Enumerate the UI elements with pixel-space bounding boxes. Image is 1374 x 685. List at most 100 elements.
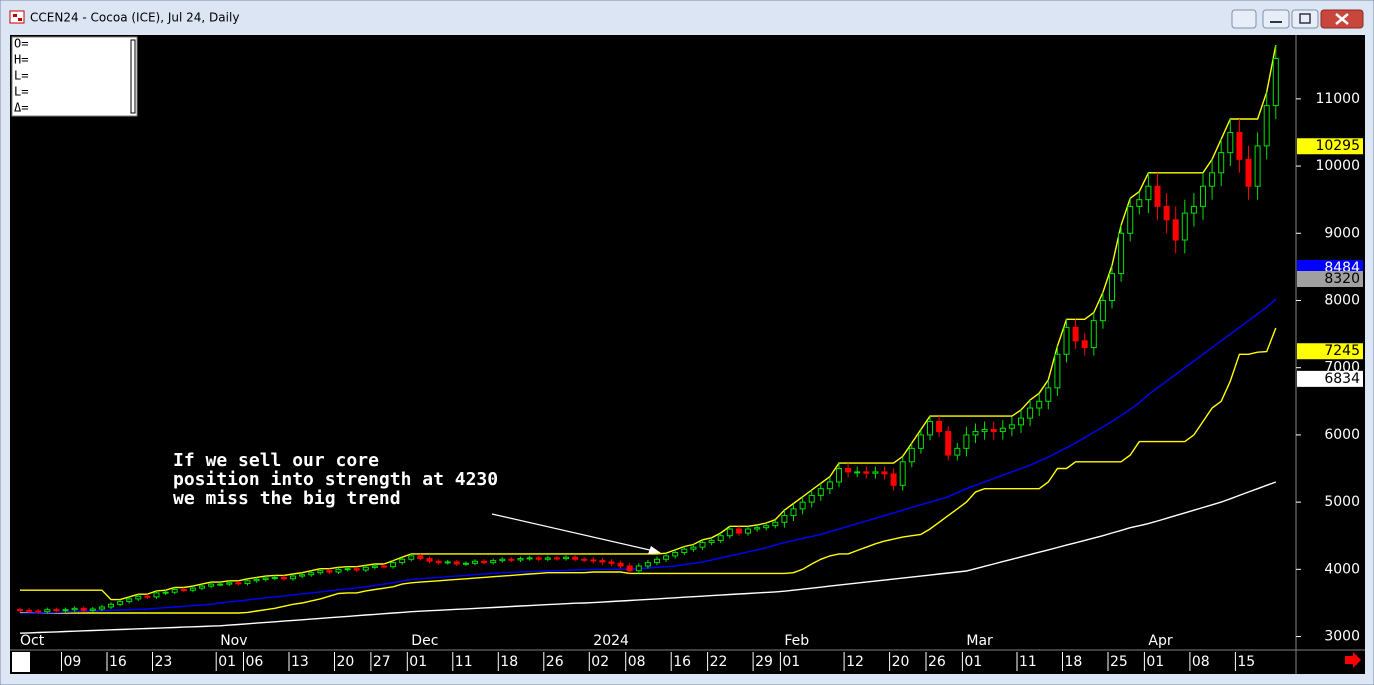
candle-body [390,562,397,568]
candle-body [1027,407,1034,419]
candle-body [572,556,579,560]
candle-body [108,603,114,608]
candle-body [999,427,1006,433]
candle-body [563,556,569,560]
candle-body [53,609,60,612]
candle-body [872,471,879,474]
candle-body [481,560,488,564]
candle-body [226,582,233,585]
candle-body [208,583,215,587]
candle-body [371,565,378,568]
candle-body [781,515,788,523]
candle-body [335,568,342,573]
x-tick-label: 18 [500,654,518,670]
x-tick-label: 09 [64,654,82,670]
candle-body [845,468,852,473]
candle-body [1018,417,1024,426]
candle-body [126,598,133,603]
y-tick-label: 3000 [1324,629,1360,645]
y-tick-label: 10000 [1315,158,1360,174]
candle-body [271,576,278,579]
candle-body [80,607,87,611]
x-tick-label: 25 [1110,654,1128,670]
candle-body [435,560,442,564]
candle-body [326,570,333,573]
x-tick-label: 20 [337,654,355,670]
x-tick-label: 06 [246,654,264,670]
candle-body [772,521,779,527]
candle-body [71,607,78,611]
candle-body [681,548,688,554]
price-flag [1297,370,1363,387]
x-tick-label: 20 [892,654,910,670]
candle-body [1190,205,1197,214]
candle-body [244,580,251,584]
annotation-text: position into strength at 4230 [173,469,498,490]
candle-body [826,481,833,490]
price-flag-label: 6834 [1324,371,1360,387]
x-tick-label: 2 [18,654,27,670]
title-bar [1,1,1373,33]
app-icon-mark [18,18,22,21]
candle-body [1072,326,1079,342]
x-tick-label: 23 [155,654,173,670]
candle-body [1218,152,1225,174]
price-flag-label: 10295 [1315,138,1360,154]
candle-body [135,595,142,600]
candle-body [672,552,679,557]
candle-body [954,447,961,456]
data-window-field: O= [14,37,28,51]
month-label: Mar [966,633,993,649]
month-label: Dec [411,633,438,649]
pin-button[interactable] [1231,9,1257,29]
minimize-button[interactable] [1262,9,1290,29]
candle-body [17,609,23,612]
candle-body [280,576,287,580]
app-icon-mark [13,14,17,17]
candle-body [927,420,933,436]
candle-body [1036,400,1043,409]
candle-body [908,447,915,463]
x-tick-label: 11 [1019,654,1037,670]
candle-body [663,555,670,560]
candle-body [1109,273,1115,301]
candle-body [726,528,733,537]
candle-body [817,488,824,496]
y-tick-label: 11000 [1315,91,1360,107]
candle-body [1099,299,1106,322]
close-icon [1335,13,1349,25]
candle-body [353,568,360,571]
candle-body [590,559,597,562]
candle-body [290,575,296,580]
data-window [11,36,138,117]
annotation-arrowhead [648,546,661,554]
candle-body [98,606,105,610]
x-tick-label: 18 [1065,654,1083,670]
candle-body [790,508,797,517]
candle-body [417,555,424,560]
candle-body [499,558,506,562]
annotation-text: If we sell our core [173,450,379,471]
candle-body [708,539,715,543]
data-window-field: H= [14,53,28,67]
candle-body [936,420,943,433]
candle-body [462,562,469,565]
candle-body [153,592,160,598]
candle-body [117,601,124,605]
candle-body [1081,340,1088,349]
maximize-button[interactable] [1291,9,1319,29]
candle-body [890,473,897,486]
x-tick-label: 01 [218,654,236,670]
x-tick-label: 22 [710,654,728,670]
candle-body [490,560,497,564]
candle-body [299,574,306,577]
x-tick-label: 26 [928,654,946,670]
scroll-right[interactable] [1345,652,1361,668]
candle-body [44,609,51,613]
candle-body [262,577,269,580]
candle-body [189,587,196,591]
price-flag [1297,270,1363,287]
candle-body [453,561,460,565]
data-window-field: Δ= [14,101,28,115]
